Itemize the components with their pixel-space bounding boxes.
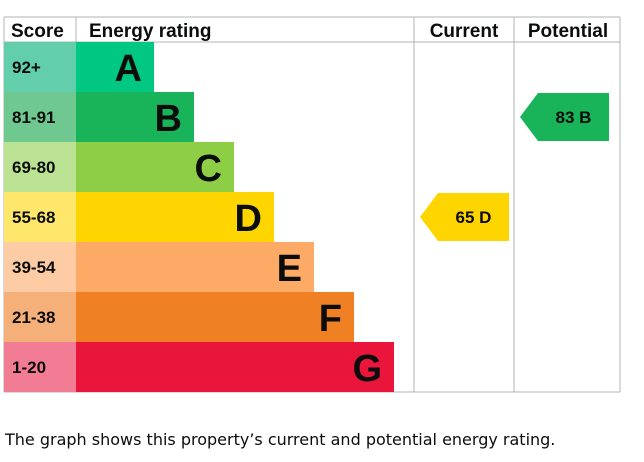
energy-rating-header: Energy rating [89, 21, 211, 42]
score-cell-a [4, 42, 76, 92]
header-row: Score Energy rating Current Potential [11, 21, 608, 42]
rating-bar-d [76, 192, 274, 242]
energy-rating-chart: Score Energy rating Current Potential 92… [3, 16, 621, 393]
score-label-d: 55-68 [12, 208, 55, 227]
rating-tags: 65 D 83 B [420, 93, 609, 241]
score-label-b: 81-91 [12, 108, 55, 127]
potential-rating-arrow [520, 93, 609, 141]
rating-letter-f: F [319, 298, 342, 340]
rating-bar-f [76, 292, 354, 342]
rating-letter-g: G [352, 348, 382, 390]
rating-bands: 92+ A 81-91 B 69-80 C 55-68 D 39-54 E 21-38 F 1-20 G [4, 42, 394, 392]
rating-bar-b [76, 92, 194, 142]
score-label-g: 1-20 [12, 358, 46, 377]
chart-caption: The graph shows this property’s current … [5, 430, 556, 449]
score-cell-d [4, 192, 76, 242]
rating-letter-a: A [115, 48, 142, 90]
score-cell-f [4, 292, 76, 342]
score-label-e: 39-54 [12, 258, 56, 277]
potential-header: Potential [528, 21, 608, 42]
rating-bar-g [76, 342, 394, 392]
score-cell-c [4, 142, 76, 192]
score-cell-e [4, 242, 76, 292]
current-rating-arrow [420, 193, 509, 241]
rating-letter-b: B [155, 98, 182, 140]
score-cell-b [4, 92, 76, 142]
rating-bar-e [76, 242, 314, 292]
rating-letter-e: E [277, 248, 302, 290]
score-header: Score [11, 21, 64, 42]
score-cell-g [4, 342, 76, 392]
rating-bar-c [76, 142, 234, 192]
potential-rating-label: 83 B [556, 108, 592, 127]
rating-bar-a [76, 42, 154, 92]
score-label-f: 21-38 [12, 308, 55, 327]
score-label-c: 69-80 [12, 158, 55, 177]
current-header: Current [430, 21, 499, 42]
rating-letter-c: C [195, 148, 222, 190]
rating-letter-d: D [235, 198, 262, 240]
score-label-a: 92+ [12, 58, 41, 77]
current-rating-label: 65 D [456, 208, 492, 227]
